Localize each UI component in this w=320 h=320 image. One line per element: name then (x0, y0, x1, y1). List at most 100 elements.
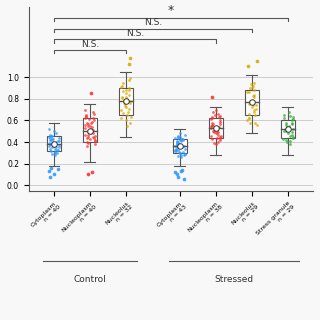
Point (125, 123, 130, 128)
Point (50, 140, 55, 145)
Point (218, 121, 223, 126)
Point (281, 129, 286, 134)
Point (128, 55, 133, 60)
Point (289, 120, 294, 125)
Point (282, 113, 287, 118)
Point (173, 144, 178, 149)
Point (218, 118, 223, 123)
Point (290, 115, 295, 120)
Point (175, 142, 180, 147)
Point (85, 129, 91, 134)
Point (48, 140, 53, 146)
Point (91, 135, 96, 140)
Point (253, 106, 259, 111)
Point (52, 172, 57, 177)
Point (172, 148, 178, 153)
Point (88, 126, 93, 132)
Point (249, 85, 254, 91)
Point (252, 120, 257, 125)
Point (127, 78, 132, 83)
Point (284, 120, 289, 125)
Point (218, 114, 223, 119)
Point (173, 148, 178, 153)
Point (125, 96, 130, 101)
Point (175, 143, 180, 148)
Text: N.S.: N.S. (144, 19, 162, 28)
Bar (83, 118, 97, 142)
Point (178, 134, 183, 139)
Point (215, 126, 220, 132)
Point (49, 133, 54, 138)
Point (290, 118, 295, 123)
Point (175, 140, 180, 145)
Point (290, 132, 295, 137)
Point (90, 131, 95, 136)
Point (85, 123, 91, 128)
Point (210, 94, 215, 99)
Point (208, 133, 213, 138)
Point (84, 144, 89, 149)
Point (209, 123, 214, 128)
Point (177, 131, 182, 136)
Point (213, 131, 219, 136)
Point (121, 97, 126, 102)
Point (210, 136, 215, 141)
Point (53, 145, 59, 150)
Point (56, 143, 61, 148)
Point (48, 137, 53, 142)
Point (172, 147, 178, 152)
Point (244, 90, 249, 95)
Point (216, 111, 221, 116)
Point (214, 107, 219, 112)
Point (287, 133, 292, 138)
Point (209, 117, 214, 122)
Point (214, 142, 219, 147)
Point (124, 88, 129, 93)
Point (252, 80, 257, 85)
Point (126, 88, 131, 93)
Point (284, 122, 289, 127)
Point (52, 152, 58, 157)
Point (287, 142, 292, 147)
Point (126, 109, 131, 114)
Point (56, 166, 61, 172)
Point (121, 80, 126, 85)
Point (123, 118, 128, 123)
Point (52, 144, 57, 149)
Point (89, 91, 94, 96)
Point (283, 137, 288, 142)
Point (179, 152, 184, 157)
Point (124, 91, 129, 96)
Point (174, 172, 179, 177)
Point (83, 116, 88, 121)
Point (92, 133, 97, 138)
Point (84, 115, 89, 120)
Point (174, 140, 180, 146)
Point (86, 132, 91, 137)
Point (88, 123, 93, 128)
Bar (245, 90, 259, 115)
Point (291, 135, 296, 140)
Point (48, 133, 53, 138)
Point (252, 88, 257, 93)
Point (85, 172, 91, 177)
Point (52, 150, 58, 156)
Point (181, 152, 186, 157)
Point (123, 102, 128, 107)
Text: N.S.: N.S. (81, 40, 99, 49)
Point (83, 132, 88, 137)
Point (249, 105, 254, 110)
Point (180, 136, 185, 141)
Text: Stressed: Stressed (214, 275, 253, 284)
Point (52, 146, 58, 151)
Point (215, 140, 220, 145)
Point (248, 81, 253, 86)
Point (290, 117, 295, 122)
Point (175, 174, 180, 179)
Point (54, 140, 59, 145)
Point (246, 64, 251, 69)
Bar (209, 118, 223, 138)
Point (83, 114, 88, 119)
Point (174, 145, 180, 150)
Point (127, 76, 132, 81)
